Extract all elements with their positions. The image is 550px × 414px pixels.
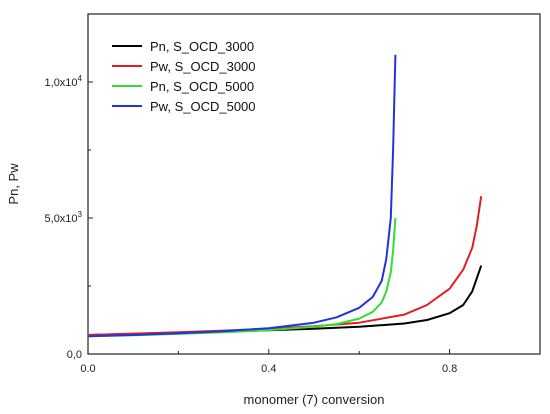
x-axis-label: monomer (7) conversion (244, 392, 385, 407)
x-axis-ticks: 0.0 0.4 0.8 (80, 349, 457, 375)
plot-frame (87, 13, 541, 355)
y-tick-exponent: 4 (78, 74, 83, 83)
x-tick-label: 0.0 (80, 363, 95, 375)
legend-label: Pw, S_OCD_5000 (150, 99, 256, 114)
series-line-3 (87, 217, 397, 338)
y-tick-base: 5,0x10 (45, 213, 78, 225)
legend: Pn, S_OCD_3000 Pw, S_OCD_3000 Pn, S_OCD_50… (112, 39, 256, 114)
y-tick-label: 0,0 (67, 349, 82, 361)
series-layer (87, 54, 483, 338)
y-tick-label: 1,0x104 (45, 74, 83, 89)
y-tick-exponent: 3 (78, 210, 83, 219)
y-tick-base: 0,0 (67, 349, 82, 361)
y-tick-label: 5,0x103 (45, 210, 83, 225)
legend-label: Pn, S_OCD_3000 (150, 39, 254, 54)
y-tick-base: 1,0x10 (45, 77, 78, 89)
x-tick-label: 0.4 (261, 363, 276, 375)
legend-label: Pn, S_OCD_5000 (150, 79, 254, 94)
legend-label: Pw, S_OCD_3000 (150, 59, 256, 74)
x-tick-label: 0.8 (442, 363, 457, 375)
series-line-2 (87, 196, 483, 336)
series-line-4 (87, 54, 397, 338)
y-axis-label: Pn, Pw (6, 163, 21, 205)
y-axis-ticks: 0,0 5,0x103 1,0x104 (45, 74, 93, 361)
series-line-1 (87, 265, 483, 336)
